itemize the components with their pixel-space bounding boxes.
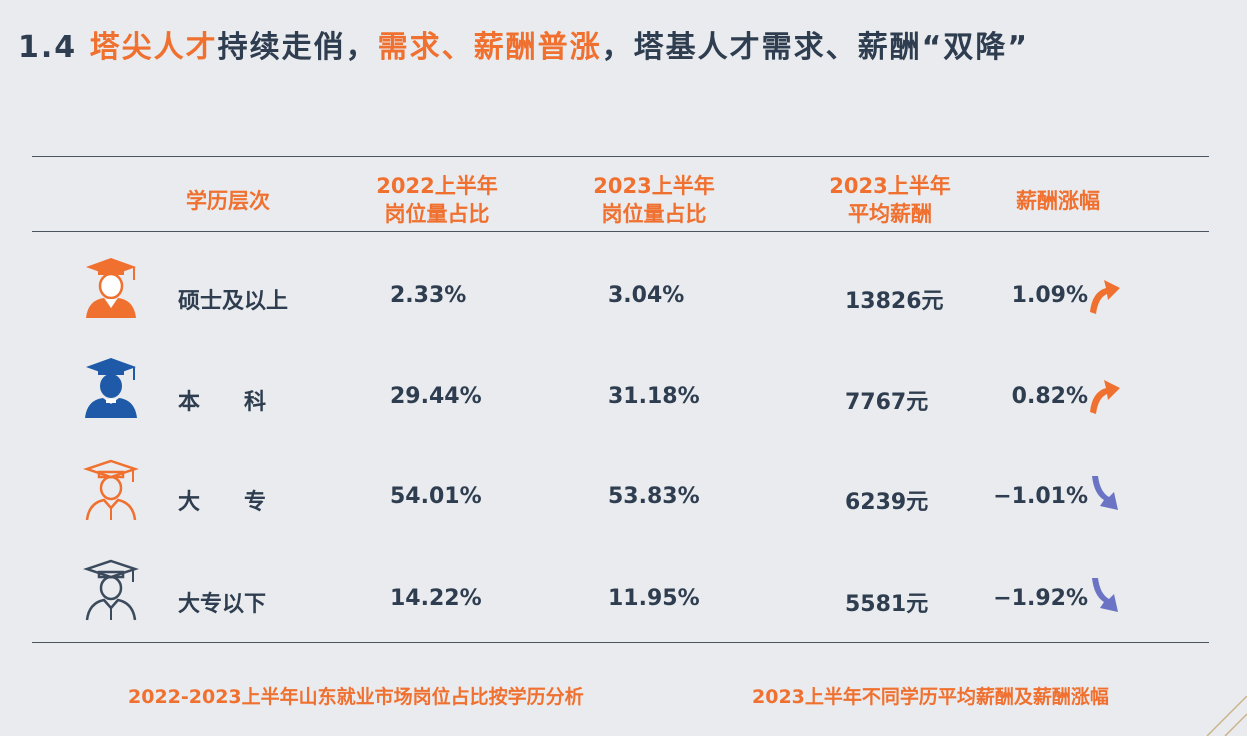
row-3-salary: 6239元 (845, 490, 929, 515)
header-share-2022-line1: 2022上半年 (376, 174, 498, 198)
row-4-share-2022: 14.22% (390, 586, 482, 611)
page-title: 1.4 塔尖人才持续走俏，需求、薪酬普涨，塔基人才需求、薪酬“双降” (18, 22, 1029, 66)
row-3-change: −1.01% (993, 484, 1088, 509)
row-3-share-2023: 53.83% (608, 484, 700, 509)
header-salary-line1: 2023上半年 (829, 174, 951, 198)
row-2-level: 本 科 (178, 390, 267, 415)
down-arrow-icon (1092, 578, 1118, 612)
header-salary-line2: 平均薪酬 (848, 202, 932, 226)
row-1-salary: 13826元 (845, 289, 944, 314)
up-arrow-icon (1090, 280, 1120, 314)
graduate-orange-filled-icon (86, 258, 136, 318)
header-share-2022: 2022上半年 岗位量占比 (337, 172, 537, 228)
header-share-2023: 2023上半年 岗位量占比 (554, 172, 754, 228)
title-part-3: 需求、薪酬普涨 (377, 30, 602, 65)
graduate-orange-outline-icon (83, 459, 139, 521)
title-number: 1.4 (18, 30, 78, 65)
header-change: 薪酬涨幅 (1016, 189, 1100, 213)
title-part-2: 持续走俏， (217, 30, 378, 65)
row-1-share-2022: 2.33% (390, 283, 467, 308)
footer-caption-right: 2023上半年不同学历平均薪酬及薪酬涨幅 (752, 686, 1109, 708)
graduate-blue-filled-icon (85, 358, 137, 418)
header-share-2022-line2: 岗位量占比 (384, 202, 490, 226)
header-share-2023-line1: 2023上半年 (593, 174, 715, 198)
table-bottom-rule (32, 642, 1209, 643)
table-header-rule (32, 231, 1209, 232)
title-part-4: ，塔基人才需求、薪酬“双降” (601, 30, 1030, 65)
header-level: 学历层次 (186, 189, 270, 213)
row-3-share-2022: 54.01% (390, 484, 482, 509)
row-2-change: 0.82% (1011, 384, 1088, 409)
row-2-share-2023: 31.18% (608, 384, 700, 409)
header-share-2023-line2: 岗位量占比 (601, 202, 707, 226)
row-4-change: −1.92% (993, 586, 1088, 611)
footer-caption-left: 2022-2023上半年山东就业市场岗位占比按学历分析 (128, 686, 584, 708)
row-4-salary: 5581元 (845, 592, 929, 617)
row-2-share-2022: 29.44% (390, 384, 482, 409)
graduate-navy-outline-icon (83, 559, 139, 621)
corner-decoration (1206, 696, 1247, 736)
row-1-level: 硕士及以上 (178, 289, 289, 314)
title-part-1: 塔尖人才 (89, 30, 218, 65)
row-4-share-2023: 11.95% (608, 586, 700, 611)
row-1-change: 1.09% (1011, 283, 1088, 308)
table-top-rule (32, 156, 1209, 157)
header-salary: 2023上半年 平均薪酬 (790, 172, 990, 228)
row-1-share-2023: 3.04% (608, 283, 685, 308)
down-arrow-icon (1092, 476, 1118, 510)
row-2-salary: 7767元 (845, 390, 929, 415)
up-arrow-icon (1090, 380, 1120, 414)
row-4-level: 大专以下 (178, 592, 267, 617)
row-3-level: 大 专 (178, 490, 267, 515)
